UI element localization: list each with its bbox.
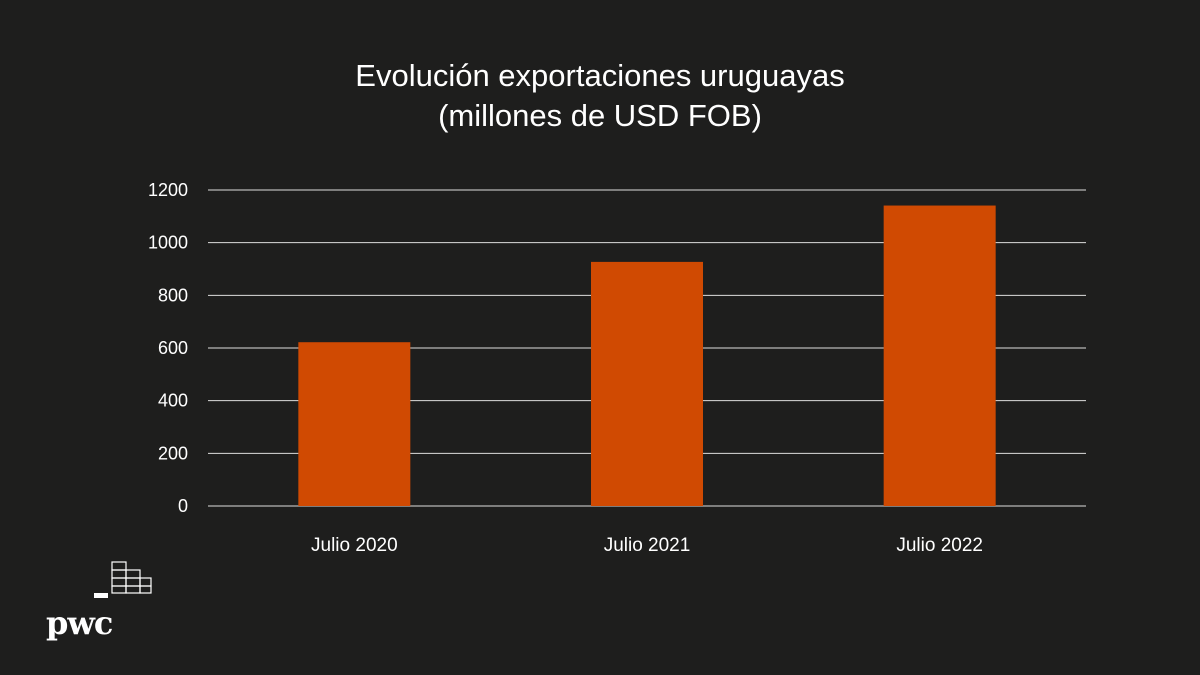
y-tick-label: 1000 [148,233,188,253]
chart-title-block: Evolución exportaciones uruguayas (millo… [0,56,1200,136]
x-category-label: Julio 2022 [896,535,983,556]
pwc-logo-bar [94,593,108,598]
chart-subtitle: (millones de USD FOB) [438,98,762,133]
bars [298,205,996,506]
bar-julio-2022 [883,205,996,506]
bar-julio-2020 [298,342,411,506]
pwc-logo: pwc [46,561,152,642]
x-category-label: Julio 2021 [604,535,691,556]
pwc-building-blocks-icon [111,561,152,594]
x-axis-category-labels: Julio 2020 Julio 2021 Julio 2022 [311,535,983,556]
bar-julio-2021 [591,261,703,506]
y-tick-label: 400 [158,391,188,411]
y-tick-label: 200 [158,443,188,463]
y-tick-label: 800 [158,285,188,305]
y-tick-label: 0 [178,496,188,516]
y-tick-label: 1200 [148,180,188,200]
pwc-logo-text: pwc [46,604,113,642]
x-category-label: Julio 2020 [311,535,398,556]
y-tick-label: 600 [158,338,188,358]
y-axis-tick-labels: 0 200 400 600 800 1000 1200 [148,180,188,516]
chart-title: Evolución exportaciones uruguayas [355,58,845,93]
